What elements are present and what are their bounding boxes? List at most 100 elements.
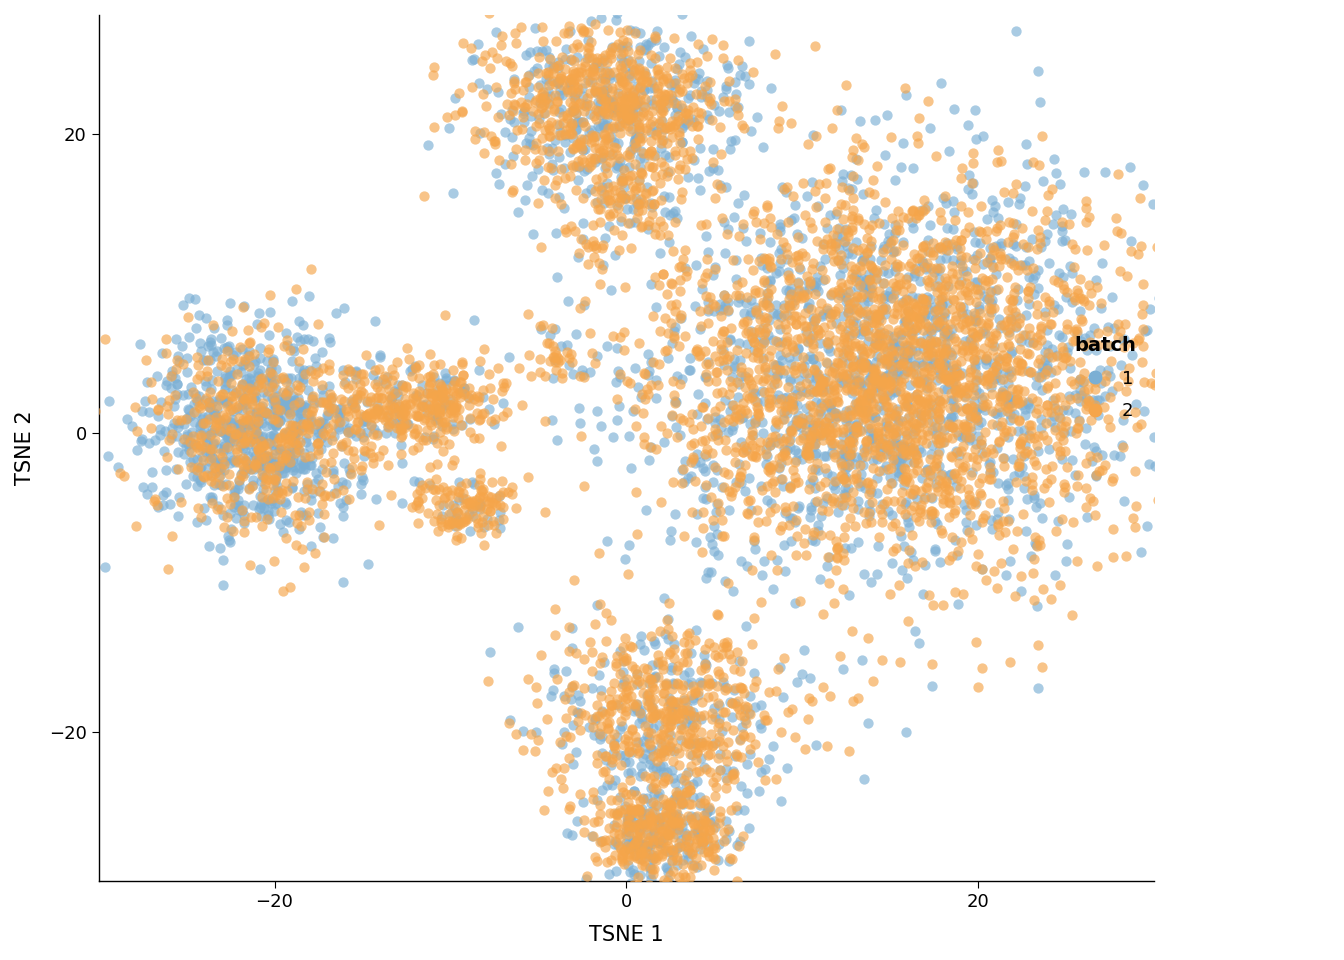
Point bbox=[191, 474, 212, 490]
Point bbox=[646, 766, 668, 781]
Point bbox=[792, 288, 813, 303]
Point bbox=[535, 65, 556, 81]
Point bbox=[681, 705, 703, 720]
Point bbox=[964, 493, 985, 509]
Point bbox=[946, 470, 968, 486]
Point bbox=[628, 802, 649, 817]
Point bbox=[614, 737, 636, 753]
Point bbox=[724, 454, 746, 469]
Point bbox=[1050, 418, 1071, 433]
Point bbox=[992, 513, 1013, 528]
Point bbox=[349, 387, 371, 402]
Point bbox=[1060, 295, 1082, 310]
Point bbox=[512, 109, 534, 125]
Point bbox=[641, 710, 663, 726]
Point bbox=[1110, 357, 1132, 372]
Point bbox=[758, 684, 780, 700]
Point bbox=[488, 153, 509, 168]
Point bbox=[195, 352, 216, 368]
Point bbox=[1101, 384, 1122, 399]
Point bbox=[1011, 448, 1032, 464]
Point bbox=[902, 343, 923, 358]
Point bbox=[874, 351, 895, 367]
Point bbox=[593, 257, 614, 273]
Point bbox=[664, 817, 685, 832]
Point bbox=[999, 406, 1020, 421]
Point bbox=[931, 362, 953, 377]
Point bbox=[798, 711, 820, 727]
Point bbox=[621, 88, 642, 104]
Point bbox=[415, 429, 437, 444]
Point bbox=[649, 323, 671, 338]
Point bbox=[871, 496, 892, 512]
Point bbox=[945, 334, 966, 349]
Point bbox=[883, 444, 905, 459]
Point bbox=[723, 361, 745, 376]
Point bbox=[887, 256, 909, 272]
Point bbox=[667, 701, 688, 716]
Point bbox=[380, 389, 402, 404]
Point bbox=[982, 342, 1004, 357]
Point bbox=[668, 746, 689, 761]
Point bbox=[888, 468, 910, 484]
Point bbox=[265, 419, 286, 434]
Point bbox=[259, 460, 281, 475]
Point bbox=[624, 814, 645, 829]
Point bbox=[880, 447, 902, 463]
Point bbox=[242, 444, 263, 460]
Point bbox=[892, 333, 914, 348]
Point bbox=[918, 278, 939, 294]
Point bbox=[952, 587, 973, 602]
Point bbox=[669, 757, 691, 773]
Point bbox=[722, 763, 743, 779]
Point bbox=[667, 369, 688, 384]
Point bbox=[673, 635, 695, 650]
Point bbox=[449, 474, 470, 490]
Point bbox=[227, 497, 249, 513]
Point bbox=[1168, 513, 1189, 528]
Point bbox=[360, 417, 382, 432]
Point bbox=[883, 451, 905, 467]
Point bbox=[640, 35, 661, 50]
Point bbox=[452, 354, 473, 370]
Point bbox=[1042, 181, 1063, 197]
Point bbox=[294, 366, 316, 381]
Point bbox=[884, 263, 906, 278]
Point bbox=[950, 274, 972, 289]
Point bbox=[530, 351, 551, 367]
Point bbox=[1102, 470, 1124, 486]
Point bbox=[1086, 343, 1107, 358]
Point bbox=[900, 401, 922, 417]
Point bbox=[751, 251, 773, 266]
Point bbox=[653, 721, 675, 736]
Point bbox=[661, 843, 683, 858]
Point bbox=[243, 389, 265, 404]
Point bbox=[235, 396, 257, 412]
Point bbox=[946, 266, 968, 281]
Point bbox=[222, 401, 243, 417]
Point bbox=[794, 417, 816, 432]
Point bbox=[434, 414, 456, 429]
Point bbox=[806, 322, 828, 337]
Point bbox=[786, 274, 808, 289]
Point bbox=[812, 375, 833, 391]
Point bbox=[1075, 390, 1097, 405]
Point bbox=[672, 852, 694, 868]
Point bbox=[806, 269, 828, 284]
Point bbox=[821, 468, 843, 483]
Point bbox=[1015, 307, 1036, 323]
Point bbox=[785, 317, 806, 332]
Point bbox=[839, 441, 860, 456]
Point bbox=[732, 396, 754, 411]
Point bbox=[719, 332, 741, 348]
Point bbox=[210, 423, 231, 439]
Point bbox=[441, 402, 462, 418]
Point bbox=[790, 312, 812, 327]
Point bbox=[780, 300, 801, 316]
Point bbox=[731, 883, 753, 899]
Point bbox=[1173, 478, 1195, 493]
Point bbox=[387, 420, 409, 436]
Point bbox=[191, 430, 212, 445]
Point bbox=[599, 805, 621, 821]
Point bbox=[720, 651, 742, 666]
